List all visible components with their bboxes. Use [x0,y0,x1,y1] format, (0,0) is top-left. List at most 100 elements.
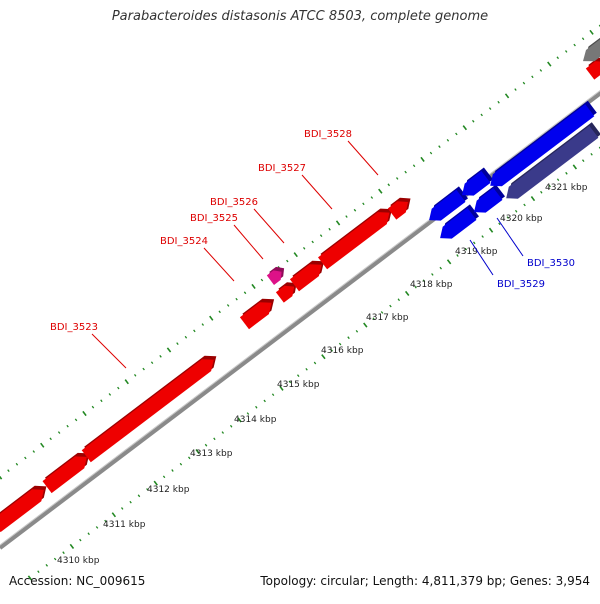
gene-label[interactable]: BDI_3529 [497,279,545,290]
outer-tick-mark [363,203,364,205]
gene-arrow[interactable] [267,267,284,285]
inner-tick-mark [231,425,232,427]
inner-tick-mark [130,501,131,503]
inner-tick-mark [541,191,542,193]
inner-tick-mark [314,362,315,364]
gene-arrow[interactable] [276,282,297,302]
inner-tick-mark [474,242,476,244]
outer-tick-mark [185,336,186,338]
gene-label-leader [348,141,378,175]
inner-tick-mark [88,533,89,535]
inner-tick-mark [432,274,434,276]
inner-tick-mark [272,394,273,396]
outer-tick-mark [67,425,68,427]
accession-text: Accession: NC_009615 [9,574,145,588]
inner-tick-mark [339,343,341,345]
outer-tick-mark [202,324,203,326]
gene-label[interactable]: BDI_3530 [527,258,575,269]
gene-label[interactable]: BDI_3525 [190,213,238,224]
inner-tick-mark [222,432,223,434]
inner-tick-mark [524,204,526,206]
tick-label: 4310 kbp [57,556,100,566]
outer-tick-mark [523,82,525,84]
inner-tick-mark [54,558,56,560]
outer-tick-mark [294,253,297,257]
outer-tick-mark [41,443,44,447]
inner-tick-mark [573,165,576,169]
outer-tick-mark [210,316,213,320]
inner-tick-mark [180,463,181,465]
gene-label-leader [470,240,493,275]
inner-tick-mark [70,544,73,548]
outer-tick-mark [287,260,288,262]
outer-tick-mark [236,298,237,300]
gene-arrow-body [586,61,600,79]
gene-label[interactable]: BDI_3526 [210,197,258,208]
gene-arrow-body [82,359,214,462]
outer-tick-mark [0,475,2,479]
gene-arrow-body [267,270,282,285]
inner-tick-mark [364,323,367,327]
outer-tick-mark [75,419,77,421]
outer-tick-mark [329,228,330,230]
outer-tick-mark [304,247,305,249]
outer-tick-mark [557,57,559,59]
gene-label[interactable]: BDI_3524 [160,236,208,247]
inner-tick-mark [122,508,123,510]
inner-tick-mark [566,172,568,174]
gene-label[interactable]: BDI_3523 [50,322,98,333]
tick-label: 4312 kbp [147,485,190,495]
tick-label: 4313 kbp [190,449,233,459]
inner-tick-mark [264,400,265,402]
outer-tick-mark [58,432,60,434]
inner-tick-mark [112,513,115,517]
outer-tick-mark [405,171,407,173]
gene-arrow[interactable] [240,299,274,330]
outer-tick-mark [397,178,398,180]
outer-tick-mark [312,241,313,243]
gene-label-leader [234,225,263,259]
gene-arrow[interactable] [0,486,46,532]
inner-tick-mark [490,228,493,232]
genome-backbone-highlight [0,83,600,545]
tick-label: 4319 kbp [455,247,498,257]
outer-tick-mark [219,311,220,313]
tick-label: 4311 kbp [103,520,146,530]
outer-tick-mark [177,343,179,345]
inner-tick-mark [440,267,442,269]
outer-tick-mark [194,330,196,332]
outer-tick-mark [354,209,356,211]
tick-label: 4318 kbp [410,280,453,290]
outer-tick-mark [118,387,119,389]
outer-tick-mark [430,152,431,154]
inner-tick-mark [356,330,357,332]
gene-label-leader [92,334,126,368]
inner-tick-mark [531,197,534,201]
outer-tick-mark [582,38,583,40]
gene-arrow-body [276,286,294,303]
gene-label[interactable]: BDI_3528 [304,129,352,140]
outer-tick-mark [320,235,322,237]
gene-arrow[interactable] [388,198,411,220]
inner-tick-mark [298,375,300,377]
outer-tick-mark [421,157,424,161]
inner-tick-mark [256,406,257,408]
gene-label-leader [254,209,284,243]
tick-label: 4314 kbp [234,415,277,425]
outer-tick-mark [143,368,145,370]
outer-tick-mark [125,380,128,384]
gene-label-leader [204,248,234,281]
gene-arrow[interactable] [82,356,217,463]
tick-label: 4315 kbp [277,380,320,390]
outer-tick-mark [261,279,263,281]
gene-arrow-body [388,201,408,219]
inner-tick-mark [583,160,585,162]
inner-tick-mark [138,495,140,497]
inner-tick-mark [46,564,48,566]
outer-tick-mark [135,374,136,376]
gene-label[interactable]: BDI_3527 [258,163,306,174]
inner-tick-mark [63,552,65,554]
inner-tick-mark [398,299,399,301]
gene-arrow[interactable] [583,34,600,61]
outer-tick-mark [548,62,551,66]
